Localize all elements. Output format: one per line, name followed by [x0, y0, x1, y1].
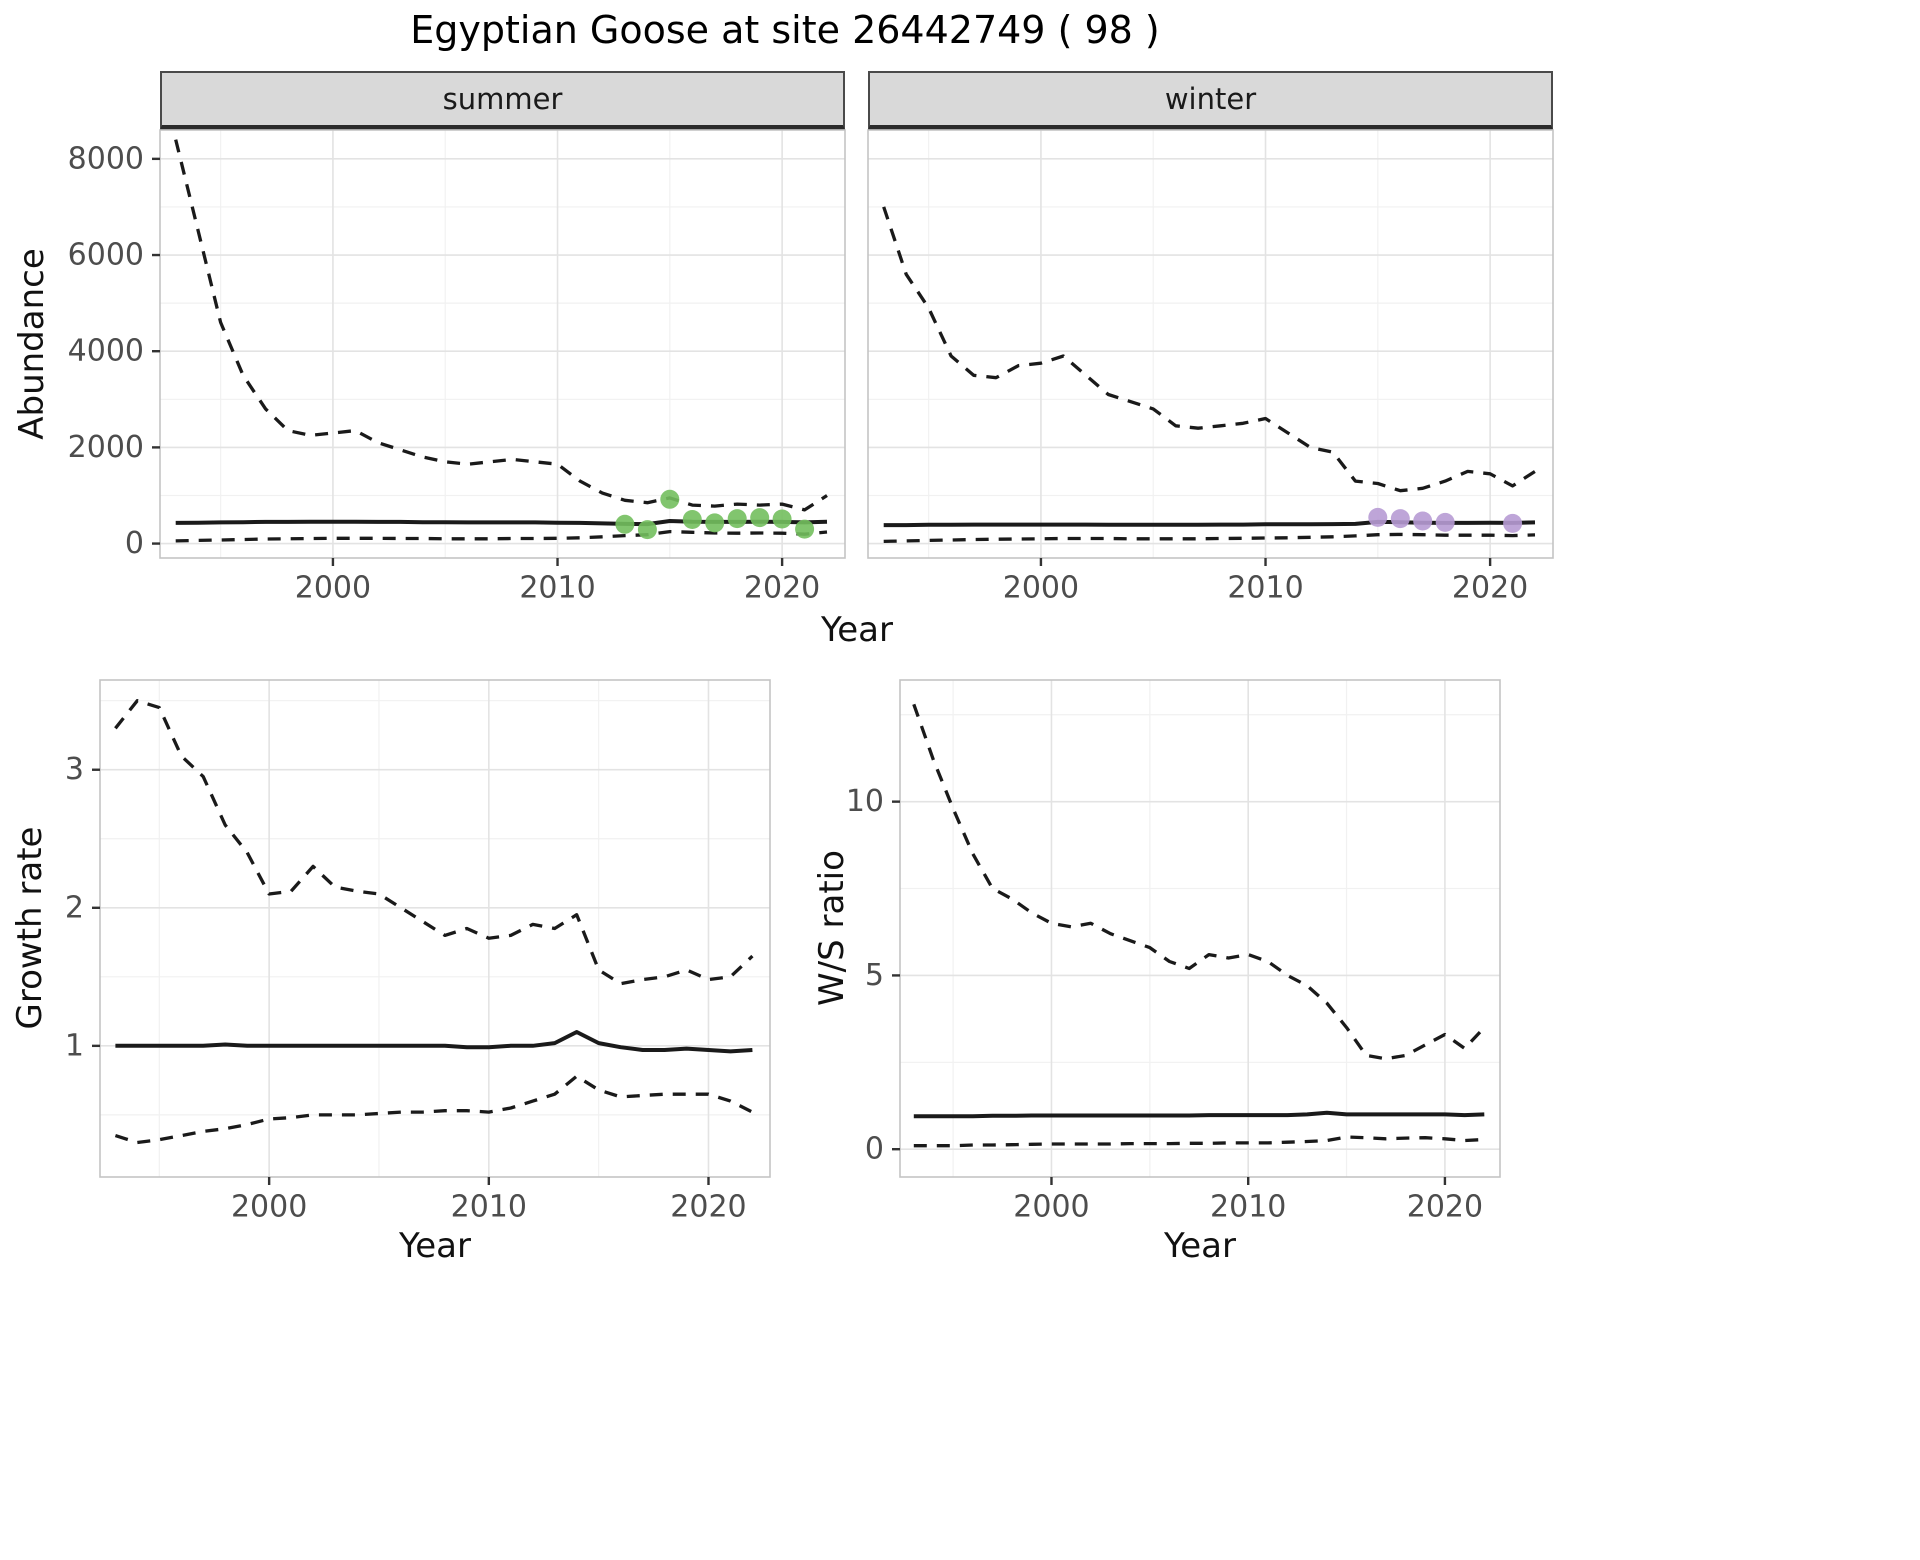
y-tick-label: 5: [865, 958, 884, 993]
chart-title: Egyptian Goose at site 26442749 ( 98 ): [410, 8, 1160, 52]
y-tick-label: 10: [846, 784, 884, 819]
growth-rate-lower-ci-line: [114, 1074, 754, 1145]
y-tick-label: 4000: [68, 334, 144, 369]
x-tick-label: 2020: [670, 1190, 746, 1225]
abundance-winter-lower-ci-line: [883, 532, 1536, 544]
y-tick-label: 3: [65, 752, 84, 787]
abundance-summer-observed-point: [637, 520, 657, 540]
y-tick-label: 1: [65, 1028, 84, 1063]
ws-ratio-panel: 2000 2010 2020 0 5 10: [846, 679, 1501, 1225]
ws-ratio-mean-line: [913, 1110, 1485, 1119]
abundance-summer-observed-point: [795, 519, 815, 539]
y-tick-label: 2: [65, 890, 84, 925]
x-axis-label-year-growth: Year: [399, 1226, 471, 1266]
y-tick-label: 2000: [68, 430, 144, 465]
growth-rate-panel: 2000 2010 2020 1 2 3: [65, 679, 771, 1225]
y-tick-label: 0: [865, 1132, 884, 1167]
x-tick-label: 2010: [1210, 1190, 1286, 1225]
y-tick-label: 6000: [68, 238, 144, 273]
abundance-summer-observed-point: [772, 509, 792, 529]
x-tick-label: 2020: [1452, 571, 1528, 606]
growth-rate-upper-ci-line: [114, 699, 754, 986]
abundance-summer-observed-point: [682, 510, 702, 529]
x-tick-label: 2010: [519, 571, 595, 606]
x-tick-label: 2000: [1013, 1190, 1089, 1225]
abundance-winter-panel: 2000 2010 2020: [867, 129, 1554, 606]
abundance-summer-upper-ci-line: [174, 139, 828, 512]
x-tick-label: 2020: [744, 571, 820, 606]
facet-strip-summer: summer: [160, 71, 845, 130]
abundance-summer-lower-ci-line: [175, 529, 828, 543]
x-tick-label: 2010: [1227, 571, 1303, 606]
abundance-winter-observed-point: [1413, 511, 1433, 531]
abundance-summer-observed-point: [660, 489, 680, 509]
abundance-summer-panel: 2000 2010 2020 0 2000 4000 6000 8000: [68, 129, 846, 606]
x-tick-label: 2020: [1407, 1190, 1483, 1225]
abundance-winter-observed-point: [1435, 512, 1455, 532]
abundance-summer-observed-point: [705, 513, 725, 533]
facet-strip-winter-label: winter: [1164, 82, 1257, 116]
x-tick-label: 2000: [1003, 571, 1079, 606]
facet-strip-summer-label: summer: [442, 82, 563, 116]
x-axis-label-year-top: Year: [821, 610, 893, 650]
facet-strip-winter: winter: [868, 71, 1553, 130]
abundance-winter-observed-point: [1503, 513, 1523, 533]
y-tick-label: 0: [125, 526, 144, 561]
abundance-winter-observed-point: [1390, 509, 1410, 529]
growth-rate-mean-line: [115, 1030, 753, 1054]
abundance-winter-upper-ci-line: [882, 206, 1536, 493]
x-tick-label: 2010: [451, 1190, 527, 1225]
abundance-summer-observed-point: [727, 509, 747, 529]
x-axis-label-year-ratio: Year: [1164, 1226, 1236, 1266]
abundance-winter-observed-point: [1368, 507, 1388, 527]
y-tick-label: 8000: [68, 141, 144, 176]
abundance-summer-observed-point: [615, 514, 635, 534]
ws-ratio-upper-ci-line: [912, 703, 1486, 1061]
x-tick-label: 2000: [295, 571, 371, 606]
ws-ratio-lower-ci-line: [913, 1135, 1485, 1148]
abundance-summer-observed-point: [750, 508, 770, 528]
x-tick-label: 2000: [231, 1190, 307, 1225]
